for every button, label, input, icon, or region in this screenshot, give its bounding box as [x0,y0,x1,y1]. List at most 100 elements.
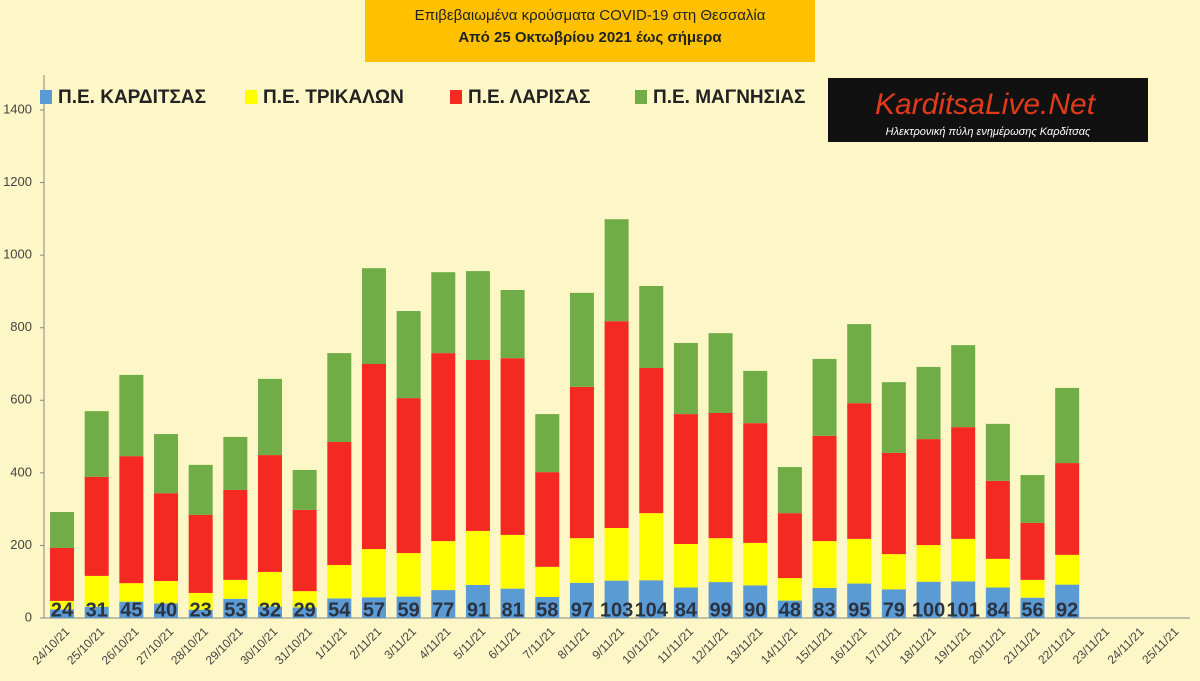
bar-segment [292,509,317,592]
bar-segment [1020,597,1045,618]
bar-segment [154,603,179,618]
bar-segment [916,366,941,440]
y-tick-label: 1200 [3,174,32,189]
bar-segment [361,268,386,364]
bar-segment [50,512,75,548]
bar-segment [708,333,733,413]
y-tick-label: 800 [10,319,32,334]
y-tick-label: 1400 [3,101,32,116]
bar-segment [535,596,560,618]
bar-segment [361,549,386,598]
bar-segment [639,580,664,618]
bar-segment [50,609,75,618]
bar-segment [916,439,941,546]
bar-segment [985,423,1010,481]
bar-segment [985,587,1010,618]
legend-swatch [635,90,647,104]
bar-segment [50,547,75,601]
bar-segment [431,590,456,618]
bar-segment [881,382,906,453]
data-label: 58 [536,599,558,621]
bar-segment [985,480,1010,559]
bar-segment [361,597,386,618]
bar-segment [465,584,490,618]
bar-segment [847,583,872,618]
bar-segment [881,589,906,618]
bar-segment [604,321,629,529]
bar-segment [951,538,976,582]
bar-segment [223,579,248,599]
bar-segment [327,442,352,566]
data-label: 56 [1021,599,1043,621]
bar-segment [812,435,837,542]
data-label: 79 [883,599,905,621]
bar-segment [743,585,768,618]
logo-subtitle: Ηλεκτρονική πύλη ενημέρωσης Καρδίτσας [886,126,1091,138]
bar-segment [639,285,664,368]
bar-segment [743,542,768,586]
bar-segment [361,364,386,550]
bar-segment [673,342,698,415]
bar-segment [50,600,75,610]
bar-segment [1055,463,1080,555]
bar-segment [639,367,664,514]
bar-segment [847,403,872,539]
data-label: 84 [675,599,698,621]
bar-segment [951,345,976,428]
y-tick-label: 600 [10,392,32,407]
bar-segment [743,423,768,543]
bar-segment [257,455,282,572]
bar-segment [396,398,421,554]
bar-segment [465,271,490,361]
y-tick-label: 1000 [3,247,32,262]
bar-segment [951,581,976,618]
bar-segment [188,592,213,610]
bar-segment [535,566,560,597]
bar-segment [1055,554,1080,585]
bar-segment [431,541,456,591]
legend-swatch [450,90,462,104]
bar-segment [223,489,248,580]
bar-segment [569,538,594,583]
bar-segment [1020,475,1045,523]
data-label: 99 [709,599,731,621]
bar-segment [257,378,282,456]
bar-segment [500,358,525,535]
bar-segment [119,374,144,457]
bar-segment [812,358,837,436]
legend-label: Π.Ε. ΤΡΙΚΑΛΩΝ [263,87,404,108]
chart-subtitle: Από 25 Οκτωβρίου 2021 έως σήμερα [458,29,722,46]
legend-label: Π.Ε. ΚΑΡΔΙΤΣΑΣ [58,87,206,108]
data-label: 57 [363,599,385,621]
bar-segment [708,412,733,539]
data-label: 48 [779,599,801,621]
data-label: 29 [294,599,316,621]
bar-segment [777,578,802,601]
bar-segment [327,598,352,618]
bar-segment [812,541,837,588]
bar-segment [154,434,179,494]
bar-segment [951,427,976,539]
bar-segment [257,606,282,618]
data-label: 91 [467,599,489,621]
bar-segment [465,530,490,585]
bar-segment [188,514,213,593]
logo-title: KarditsaLive.Net [875,88,1097,121]
bar-segment [84,476,109,576]
bar-segment [916,581,941,618]
bar-segment [673,414,698,544]
bar-segment [985,558,1010,588]
bar-segment [535,414,560,473]
bar-segment [188,464,213,515]
data-label: 32 [259,599,281,621]
data-label: 54 [328,599,351,621]
bar-segment [396,596,421,618]
bar-segment [1055,387,1080,464]
bar-segment [881,554,906,590]
data-label: 31 [86,599,108,621]
bar-segment [431,272,456,354]
data-label: 95 [848,599,870,621]
legend-swatch [245,90,257,104]
bar-segment [431,353,456,542]
